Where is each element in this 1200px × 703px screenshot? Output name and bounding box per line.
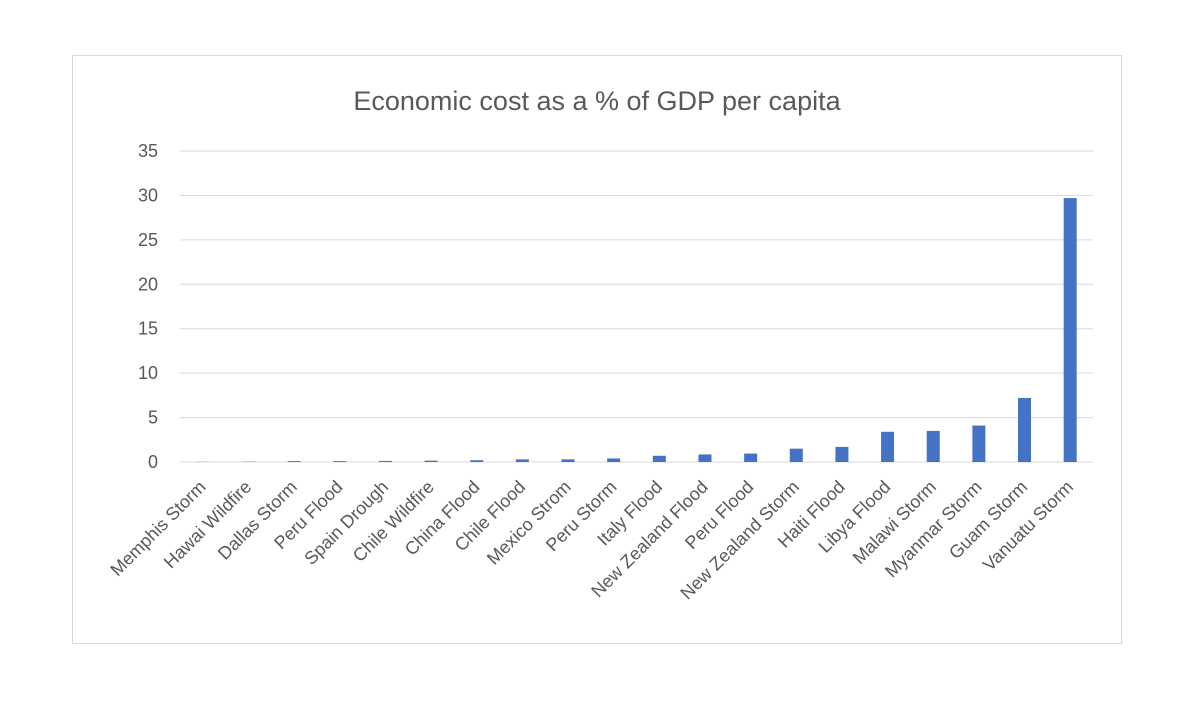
bar — [926, 430, 940, 462]
bar — [972, 425, 986, 462]
chart-title: Economic cost as a % of GDP per capita — [353, 86, 841, 116]
chart-area — [72, 55, 1122, 644]
bar — [378, 460, 392, 462]
bar — [744, 453, 758, 462]
bar — [698, 454, 712, 462]
y-tick-label: 30 — [138, 185, 158, 205]
y-tick-label: 0 — [148, 452, 158, 472]
y-axis-tick-labels: 0 5 10 15 20 25 30 35 — [138, 141, 158, 472]
bar — [881, 431, 895, 462]
bar — [835, 446, 849, 462]
bar — [1018, 398, 1032, 462]
bar — [470, 460, 484, 462]
y-tick-label: 25 — [138, 230, 158, 250]
y-tick-label: 5 — [148, 408, 158, 428]
y-tick-label: 20 — [138, 274, 158, 294]
gridlines — [180, 150, 1093, 463]
bar — [652, 455, 666, 462]
bars — [196, 198, 1077, 462]
bar — [515, 459, 529, 462]
bar — [424, 460, 438, 462]
y-tick-label: 10 — [138, 363, 158, 383]
bar — [1063, 198, 1077, 462]
bar — [561, 459, 575, 462]
bar — [607, 458, 621, 462]
bar — [333, 461, 347, 462]
y-tick-label: 15 — [138, 319, 158, 339]
bar — [789, 448, 803, 462]
bar — [287, 461, 301, 462]
y-tick-label: 35 — [138, 141, 158, 161]
